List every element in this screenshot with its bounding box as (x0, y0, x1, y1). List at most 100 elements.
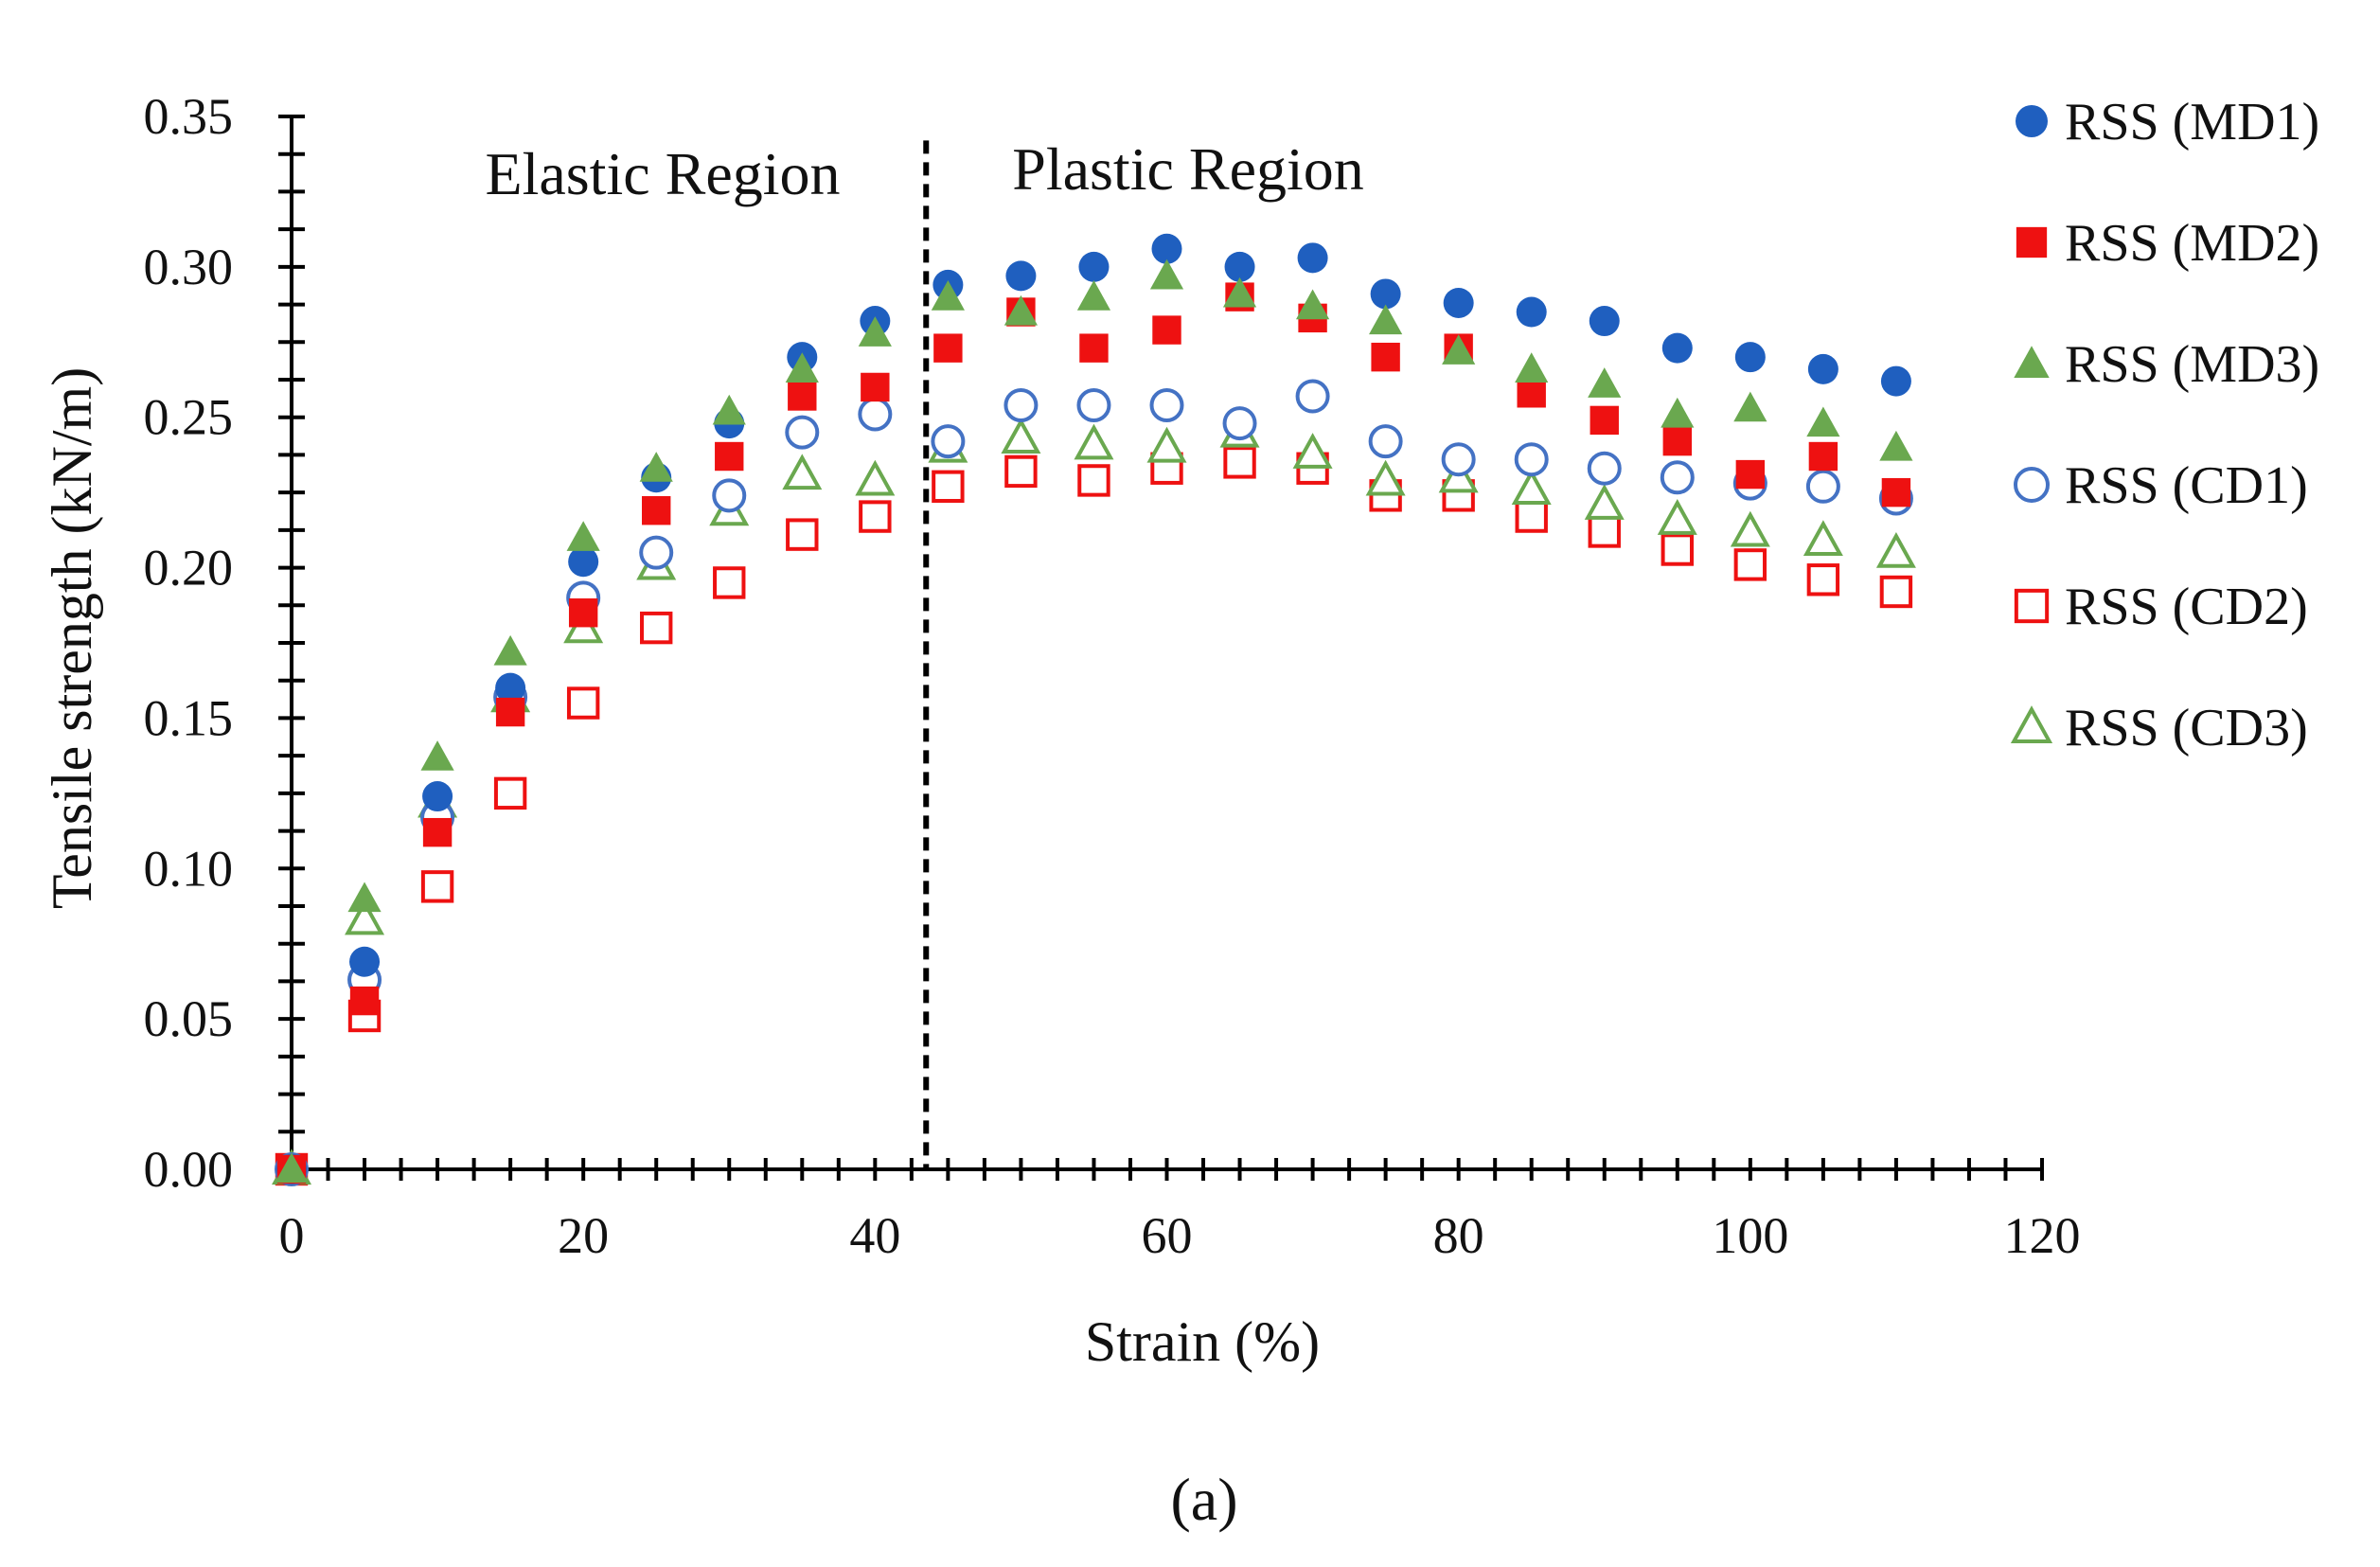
data-point (1875, 531, 1916, 568)
data-point (1151, 233, 1182, 264)
legend-label: RSS (MD3) (2065, 335, 2319, 394)
data-point (1661, 397, 1695, 428)
legend-item: RSS (CD3) (2010, 699, 2308, 757)
series-rss-md2 (276, 282, 1911, 1184)
legend-label: RSS (CD3) (2065, 699, 2308, 757)
plastic-region-label: Plastic Region (1012, 135, 1364, 203)
data-point (1074, 423, 1114, 460)
data-point (858, 397, 893, 432)
data-point (1441, 442, 1476, 477)
data-point (715, 441, 744, 472)
x-tick-label: 100 (1712, 1207, 1788, 1264)
data-point (1443, 287, 1474, 318)
data-point (1588, 367, 1622, 398)
data-point (493, 776, 527, 810)
data-point (568, 598, 598, 628)
data-point (1222, 406, 1257, 441)
data-point (347, 881, 382, 913)
legend-label: RSS (MD2) (2065, 214, 2319, 273)
x-tick-label: 80 (1433, 1207, 1484, 1264)
data-point (1587, 451, 1622, 486)
y-tick-label: 0.20 (144, 540, 234, 597)
data-point (1079, 333, 1109, 363)
data-point (640, 611, 673, 645)
data-point (1004, 388, 1039, 423)
y-axis-title: Tensile strength (kN/m) (41, 367, 103, 909)
x-tick-label: 60 (1142, 1207, 1193, 1264)
data-point (1001, 418, 1041, 454)
data-point (1369, 304, 1403, 335)
legend-item: RSS (MD3) (2014, 335, 2319, 394)
legend-label: RSS (CD1) (2065, 456, 2308, 515)
data-point (933, 333, 963, 363)
data-point (1371, 342, 1400, 372)
data-point (1879, 430, 1913, 461)
data-point (1588, 515, 1621, 548)
data-point (422, 781, 453, 812)
figure-caption: (a) (1170, 1466, 1237, 1533)
x-tick-label: 40 (849, 1207, 900, 1264)
data-point (1881, 477, 1911, 507)
data-point (1880, 365, 1911, 397)
data-point (1589, 306, 1620, 337)
data-point (1146, 426, 1187, 463)
data-point (1807, 353, 1838, 384)
legend-item: RSS (MD2) (2016, 214, 2319, 273)
data-point (422, 817, 453, 847)
legend-marker (2014, 467, 2050, 503)
data-point (642, 496, 671, 525)
data-point (639, 452, 673, 482)
data-point (349, 946, 381, 977)
data-point (1734, 342, 1766, 373)
data-point (713, 566, 746, 599)
data-point (1733, 548, 1767, 581)
data-point (1808, 441, 1838, 472)
data-point (1004, 454, 1038, 489)
data-point (1149, 388, 1184, 423)
data-point (931, 280, 965, 311)
data-point (1005, 260, 1037, 292)
legend-marker (2014, 588, 2050, 624)
data-point (1295, 379, 1330, 414)
legend-label: RSS (CD2) (2065, 578, 2308, 636)
x-tick-label: 120 (2004, 1207, 2081, 1264)
ticks: 0 20 40 60 80 100 120 0.00 0.05 0.10 0.15 0.20 0.25 0… (144, 88, 2081, 1264)
data-point (1365, 459, 1406, 496)
data-point (1370, 278, 1401, 310)
data-point (786, 518, 819, 551)
legend-item: RSS (MD1) (2016, 93, 2319, 151)
legend-marker (2014, 346, 2050, 378)
data-point (275, 1152, 309, 1184)
data-point (1730, 510, 1770, 547)
data-point (493, 634, 527, 666)
data-point (1078, 251, 1110, 282)
x-axis-title: Strain (%) (1085, 1310, 1320, 1373)
data-point (1368, 424, 1403, 459)
data-point (1657, 499, 1697, 535)
data-point (1297, 242, 1328, 274)
y-tick-label: 0.25 (144, 389, 234, 446)
legend-item: RSS (CD1) (2014, 456, 2308, 515)
data-point (1295, 289, 1330, 320)
data-point (420, 740, 454, 771)
data-point (1806, 563, 1840, 597)
data-point (858, 316, 892, 347)
data-point (1660, 460, 1695, 495)
data-point (1514, 442, 1549, 477)
data-point (1077, 464, 1110, 497)
plot-area (272, 233, 1916, 1186)
y-tick-label: 0.30 (144, 239, 234, 295)
data-point (1222, 276, 1257, 308)
data-point (712, 394, 746, 425)
data-point (861, 372, 890, 402)
y-tick-label: 0.05 (144, 990, 234, 1047)
data-point (568, 546, 599, 578)
legend-marker (2016, 105, 2048, 137)
data-point (1735, 459, 1766, 490)
data-point (855, 459, 896, 496)
data-point (566, 521, 600, 551)
legend-marker (2010, 705, 2053, 743)
data-point (1511, 469, 1552, 506)
data-point (1879, 575, 1913, 609)
